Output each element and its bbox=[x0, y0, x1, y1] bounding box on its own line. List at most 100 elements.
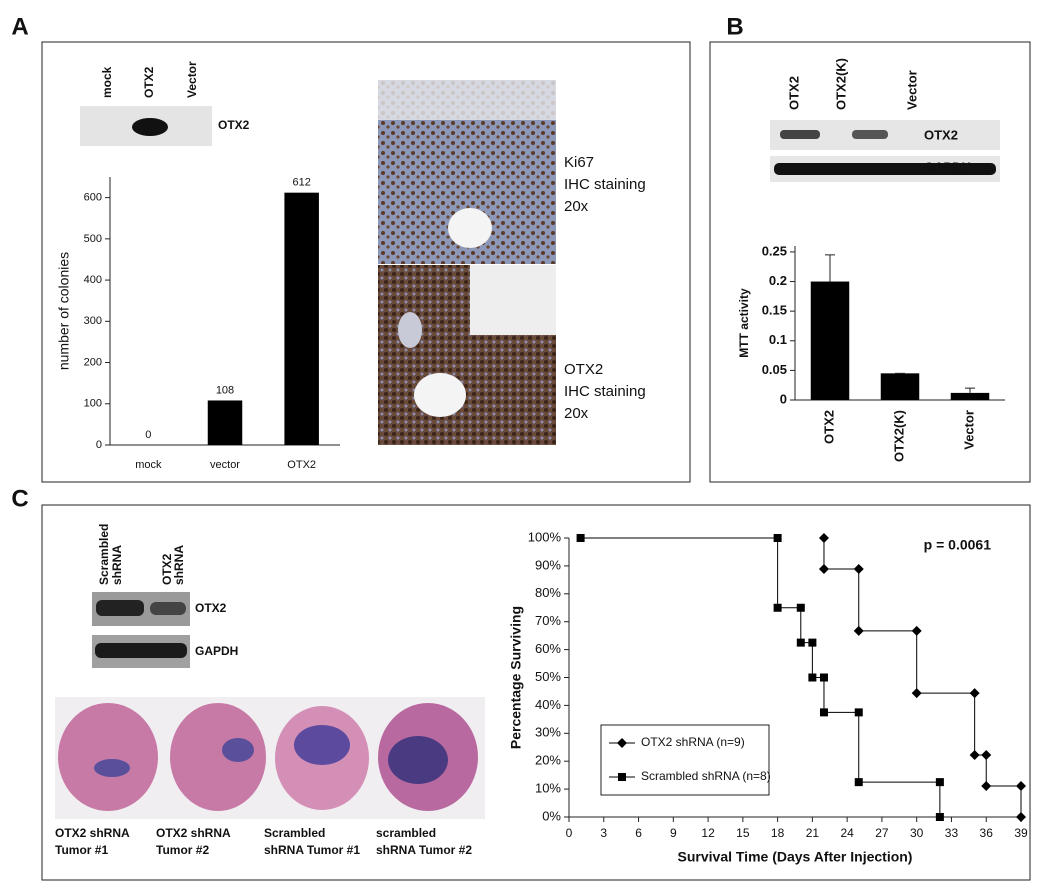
survival-line bbox=[823, 538, 1022, 817]
lane-label: mock bbox=[100, 66, 114, 98]
marker bbox=[796, 638, 805, 647]
y-tick-label: 600 bbox=[84, 192, 102, 204]
image-caption: IHC staining bbox=[564, 176, 646, 193]
x-tick-label: OTX2 bbox=[287, 459, 316, 471]
y-tick-label: 30% bbox=[535, 725, 561, 740]
image-caption: Ki67 bbox=[564, 154, 594, 171]
blot-label: OTX2 bbox=[924, 127, 958, 142]
x-tick-label: OTX2(K) bbox=[891, 410, 906, 462]
image-caption: shRNA Tumor #2 bbox=[376, 843, 472, 857]
value-label: 108 bbox=[216, 384, 234, 396]
image-caption: IHC staining bbox=[564, 383, 646, 400]
y-tick-label: 20% bbox=[535, 753, 561, 768]
legend-marker bbox=[617, 738, 627, 748]
x-tick-label: 6 bbox=[635, 826, 642, 840]
marker bbox=[819, 673, 828, 682]
blot-label: GAPDH bbox=[924, 159, 971, 174]
marker bbox=[854, 708, 863, 717]
histology-image bbox=[94, 759, 130, 777]
marker bbox=[1016, 812, 1026, 822]
lane-label: OTX2 bbox=[160, 553, 174, 585]
panel-frame bbox=[41, 41, 691, 483]
value-label: 0 bbox=[145, 429, 151, 441]
y-tick-label: 0.25 bbox=[762, 243, 787, 258]
lane-label: Vector bbox=[904, 70, 919, 110]
image-caption: OTX2 shRNA bbox=[156, 826, 231, 840]
marker bbox=[818, 563, 829, 574]
y-axis-label: Percentage Surviving bbox=[508, 606, 524, 749]
x-tick-label: 9 bbox=[670, 826, 677, 840]
x-tick-label: 18 bbox=[771, 826, 785, 840]
x-tick-label: OTX2 bbox=[821, 410, 836, 444]
x-tick-label: 27 bbox=[875, 826, 889, 840]
marker bbox=[969, 688, 980, 699]
y-tick-label: 80% bbox=[535, 585, 561, 600]
y-tick-label: 0% bbox=[542, 808, 561, 823]
y-tick-label: 0.15 bbox=[762, 303, 787, 318]
lane-label: OTX2 bbox=[142, 66, 156, 98]
image-caption: scrambled bbox=[376, 826, 436, 840]
x-tick-label: 36 bbox=[980, 826, 994, 840]
x-tick-label: 30 bbox=[910, 826, 924, 840]
image-caption: shRNA Tumor #1 bbox=[264, 843, 360, 857]
y-tick-label: 0 bbox=[96, 439, 102, 451]
bar bbox=[810, 281, 850, 400]
marker bbox=[935, 778, 944, 787]
y-tick-label: 60% bbox=[535, 641, 561, 656]
value-label: 612 bbox=[292, 177, 310, 189]
marker bbox=[981, 750, 992, 761]
marker bbox=[808, 673, 817, 682]
y-tick-label: 300 bbox=[84, 315, 102, 327]
y-axis-label: MTT activity bbox=[737, 288, 751, 358]
y-tick-label: 200 bbox=[84, 356, 102, 368]
legend-marker bbox=[618, 773, 626, 781]
panel-letter: A bbox=[11, 13, 28, 40]
panel-frame bbox=[41, 504, 1031, 881]
x-tick-label: 15 bbox=[736, 826, 750, 840]
y-tick-label: 50% bbox=[535, 669, 561, 684]
histology-image bbox=[170, 703, 266, 811]
marker bbox=[981, 781, 992, 792]
ihc-image bbox=[448, 208, 492, 248]
lane-label: Vector bbox=[185, 61, 199, 98]
marker bbox=[773, 603, 782, 612]
marker bbox=[576, 534, 585, 542]
ihc-image bbox=[378, 80, 556, 120]
annotation: p = 0.0061 bbox=[924, 537, 992, 553]
y-tick-label: 500 bbox=[84, 233, 102, 245]
histology-image bbox=[388, 736, 448, 784]
image-caption: OTX2 shRNA bbox=[55, 826, 130, 840]
ihc-image bbox=[414, 373, 466, 417]
x-tick-label: 21 bbox=[806, 826, 820, 840]
ihc-image bbox=[398, 312, 422, 348]
blot-label: OTX2 bbox=[218, 118, 250, 132]
lane-label: Scrambled bbox=[97, 524, 111, 585]
marker bbox=[911, 625, 922, 636]
y-tick-label: 70% bbox=[535, 613, 561, 628]
y-tick-label: 0.05 bbox=[762, 362, 787, 377]
marker bbox=[911, 688, 922, 699]
y-tick-label: 40% bbox=[535, 697, 561, 712]
y-tick-label: 100 bbox=[84, 398, 102, 410]
x-tick-label: 12 bbox=[701, 826, 715, 840]
legend-label: Scrambled shRNA (n=8) bbox=[641, 769, 771, 783]
panel-frame bbox=[709, 41, 1031, 483]
legend-label: OTX2 shRNA (n=9) bbox=[641, 735, 745, 749]
image-caption: Tumor #1 bbox=[55, 843, 108, 857]
marker bbox=[969, 750, 980, 761]
x-tick-label: 24 bbox=[840, 826, 854, 840]
histology-image bbox=[294, 725, 350, 765]
marker bbox=[773, 534, 782, 542]
bar bbox=[284, 192, 319, 445]
x-tick-label: mock bbox=[135, 459, 162, 471]
error-bar bbox=[965, 387, 975, 393]
marker bbox=[1016, 781, 1026, 792]
blot-band bbox=[150, 602, 186, 615]
marker bbox=[818, 533, 829, 543]
y-tick-label: 100% bbox=[528, 529, 562, 544]
x-tick-label: 39 bbox=[1014, 826, 1028, 840]
blot-band bbox=[96, 600, 144, 616]
panel-letter: B bbox=[726, 13, 743, 40]
